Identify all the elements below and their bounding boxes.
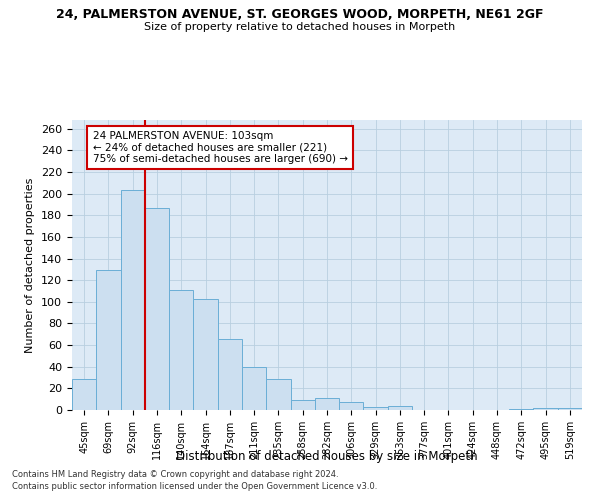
Bar [193,298,218,410]
Bar [388,406,412,410]
Bar [169,290,193,410]
Text: 24, PALMERSTON AVENUE, ST. GEORGES WOOD, MORPETH, NE61 2GF: 24, PALMERSTON AVENUE, ST. GEORGES WOOD,… [56,8,544,20]
Text: Size of property relative to detached houses in Morpeth: Size of property relative to detached ho… [145,22,455,32]
Bar [72,378,96,410]
Bar [96,270,121,410]
Bar [218,338,242,410]
Text: 24 PALMERSTON AVENUE: 103sqm
← 24% of detached houses are smaller (221)
75% of s: 24 PALMERSTON AVENUE: 103sqm ← 24% of de… [92,131,347,164]
Bar [339,402,364,410]
Y-axis label: Number of detached properties: Number of detached properties [25,178,35,352]
Bar [290,400,315,410]
Bar [242,366,266,410]
Bar [533,408,558,410]
Bar [509,409,533,410]
Text: Contains public sector information licensed under the Open Government Licence v3: Contains public sector information licen… [12,482,377,491]
Bar [266,378,290,410]
Bar [121,190,145,410]
Bar [558,408,582,410]
Bar [145,208,169,410]
Bar [364,407,388,410]
Text: Distribution of detached houses by size in Morpeth: Distribution of detached houses by size … [176,450,478,463]
Text: Contains HM Land Registry data © Crown copyright and database right 2024.: Contains HM Land Registry data © Crown c… [12,470,338,479]
Bar [315,398,339,410]
